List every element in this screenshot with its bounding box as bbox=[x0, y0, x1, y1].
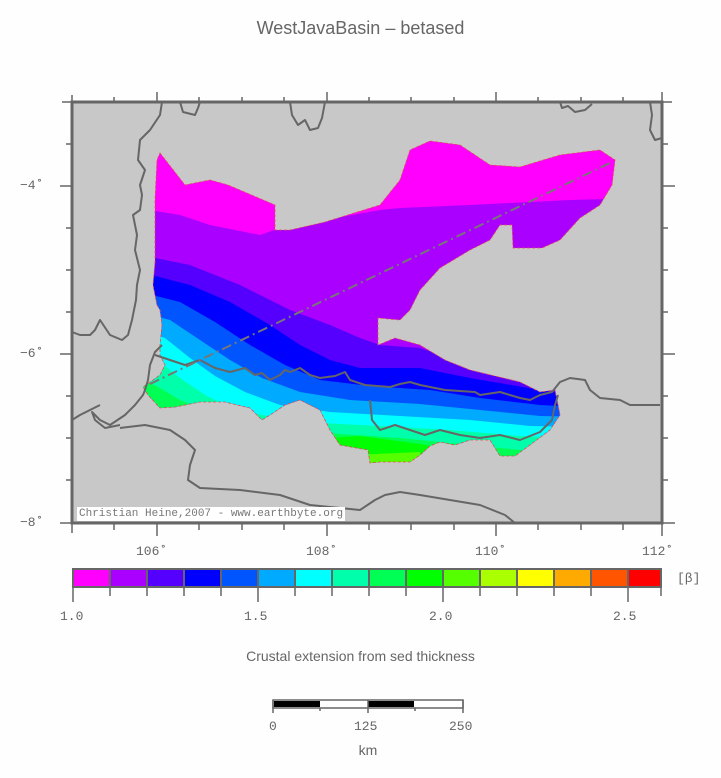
lon-label-106: 106˚ bbox=[136, 544, 168, 559]
lon-label-108: 108˚ bbox=[306, 544, 338, 559]
basin-outline bbox=[142, 140, 616, 464]
scale-label-0: 0 bbox=[269, 719, 277, 734]
scale-label-125: 125 bbox=[354, 719, 378, 734]
scale-unit: km bbox=[358, 742, 378, 758]
lon-label-110: 110˚ bbox=[475, 544, 507, 559]
colorbar-label-1-5: 1.5 bbox=[244, 609, 268, 624]
credit-text: Christian Heine,2007 - www.earthbyte.org bbox=[77, 507, 346, 521]
colorbar bbox=[72, 568, 662, 602]
lon-ticks bbox=[71, 92, 663, 536]
colorbar-label-2-5: 2.5 bbox=[613, 609, 637, 624]
colorbar-label-1-0: 1.0 bbox=[60, 609, 84, 624]
colorbar-label-2-0: 2.0 bbox=[429, 609, 453, 624]
coastlines bbox=[71, 101, 663, 524]
colorbar-unit: [β] bbox=[677, 571, 701, 586]
scale-bar bbox=[272, 699, 464, 713]
lat-label-minus8: −8˚ bbox=[20, 515, 44, 530]
colorbar-caption: Crustal extension from sed thickness bbox=[246, 648, 475, 664]
map-title: WestJavaBasin – betased bbox=[256, 18, 465, 38]
lon-label-112: 112˚ bbox=[642, 544, 674, 559]
lat-ticks bbox=[60, 101, 675, 524]
lat-label-minus4: −4˚ bbox=[20, 178, 44, 193]
profile-line bbox=[149, 161, 613, 385]
scale-label-250: 250 bbox=[449, 719, 473, 734]
lat-label-minus6: −6˚ bbox=[20, 346, 44, 361]
